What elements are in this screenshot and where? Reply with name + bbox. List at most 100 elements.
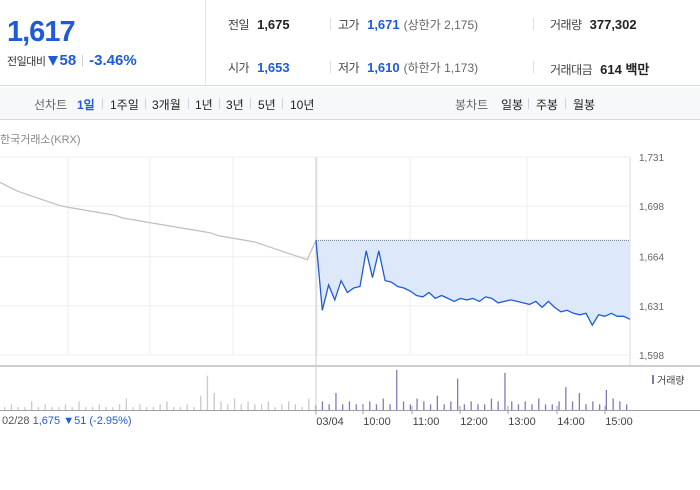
tab-1y[interactable]: 1년 bbox=[195, 98, 213, 112]
tab-daily-candle[interactable]: 일봉 bbox=[501, 98, 524, 112]
divider bbox=[330, 18, 331, 30]
volume-bar bbox=[531, 404, 533, 410]
tab-monthly-candle[interactable]: 월봉 bbox=[573, 98, 596, 112]
divider bbox=[250, 98, 251, 109]
stat-label: 시가 bbox=[228, 61, 250, 75]
volume-bar bbox=[112, 407, 114, 410]
volume-bar bbox=[118, 404, 121, 410]
volume-bar bbox=[186, 404, 188, 410]
stat-value: 614 백만 bbox=[600, 62, 650, 77]
volume-bar bbox=[24, 407, 26, 410]
candle-chart-label: 봉차트 bbox=[455, 98, 489, 112]
x-tick-label: 14:00 bbox=[557, 416, 585, 428]
x-tick-label: 15:00 bbox=[605, 416, 633, 428]
volume-bar bbox=[301, 407, 303, 410]
stat-label: 거래량 bbox=[550, 18, 582, 32]
volume-bar bbox=[517, 404, 520, 410]
volume-bar bbox=[565, 387, 567, 410]
volume-bar bbox=[4, 407, 6, 410]
change-label: 전일대비 bbox=[7, 55, 46, 68]
prev-day-change: ▼51 bbox=[63, 415, 87, 427]
stat-value: 1,610 bbox=[367, 60, 400, 75]
tab-5y[interactable]: 5년 bbox=[258, 98, 276, 112]
volume-bar bbox=[389, 404, 391, 410]
stat-open: 시가 1,653 bbox=[228, 59, 290, 76]
volume-bar bbox=[31, 401, 33, 410]
tab-weekly-candle[interactable]: 주봉 bbox=[536, 98, 559, 112]
volume-bar bbox=[497, 401, 499, 410]
volume-bar bbox=[173, 407, 175, 410]
tab-1d[interactable]: 1일 bbox=[77, 98, 95, 112]
today-price-line bbox=[315, 240, 631, 327]
price-chart[interactable]: 1,731 1,698 1,664 1,631 1,598 03/04 10:00 11:00… bbox=[0, 140, 700, 440]
y-tick-label: 1,731 bbox=[639, 153, 664, 164]
volume-bar bbox=[396, 370, 398, 410]
divider bbox=[219, 98, 220, 109]
divider bbox=[102, 98, 103, 109]
volume-bar bbox=[260, 404, 263, 410]
volume-bar bbox=[51, 407, 53, 410]
volume-bar bbox=[254, 404, 256, 410]
volume-bar bbox=[200, 395, 202, 410]
volume-bar bbox=[450, 401, 452, 410]
volume-bar bbox=[524, 401, 526, 410]
price-summary: 1,617 전일대비 58 -3.46% 전일 1,675 고가 1,671 (… bbox=[0, 0, 700, 86]
current-price-box: 1,617 전일대비 58 -3.46% bbox=[0, 0, 206, 86]
divider bbox=[188, 98, 189, 109]
stat-volume: 거래량 377,302 bbox=[550, 16, 637, 33]
tab-10y[interactable]: 10년 bbox=[290, 98, 315, 112]
volume-bar bbox=[443, 404, 445, 410]
volume-bar bbox=[281, 404, 283, 410]
volume-bar bbox=[85, 407, 87, 410]
line-chart-label: 선차트 bbox=[34, 98, 68, 112]
volume-legend: 거래량 bbox=[652, 372, 685, 387]
volume-bar bbox=[37, 407, 40, 410]
volume-bar bbox=[152, 407, 154, 410]
volume-bar bbox=[328, 404, 330, 410]
volume-bar bbox=[321, 401, 324, 410]
stat-amount: 거래대금 614 백만 bbox=[550, 59, 649, 78]
volume-bar bbox=[139, 404, 141, 410]
stat-value: 1,675 bbox=[257, 17, 290, 32]
volume-bar bbox=[274, 407, 276, 410]
volume-bar bbox=[436, 395, 438, 410]
tab-3y[interactable]: 3년 bbox=[226, 98, 244, 112]
volume-bar bbox=[17, 407, 19, 410]
volume-bar bbox=[544, 404, 547, 410]
volume-bar bbox=[71, 407, 73, 410]
divider bbox=[282, 98, 283, 109]
tab-3m[interactable]: 3개월 bbox=[152, 98, 181, 112]
volume-bar bbox=[626, 404, 628, 410]
volume-bar bbox=[592, 401, 594, 410]
volume-bar bbox=[193, 407, 195, 410]
stat-label: 저가 bbox=[338, 61, 360, 75]
volume-bar bbox=[409, 404, 411, 410]
volume-bar bbox=[166, 401, 168, 410]
volume-bar bbox=[585, 404, 587, 410]
volume-bar bbox=[423, 401, 425, 410]
volume-bar bbox=[78, 401, 80, 410]
stat-value: 377,302 bbox=[589, 17, 637, 32]
volume-bar bbox=[571, 401, 574, 410]
stat-high: 고가 1,671 (상한가 2,175) bbox=[338, 16, 478, 33]
volume-bar bbox=[125, 398, 127, 410]
divider bbox=[82, 54, 84, 67]
prev-day-rate: (-2.95%) bbox=[89, 415, 132, 427]
volume-bar bbox=[335, 392, 337, 410]
divider bbox=[533, 61, 534, 73]
divider bbox=[533, 18, 534, 30]
divider bbox=[565, 98, 566, 109]
stat-sub: (하한가 1,173) bbox=[403, 61, 479, 75]
stat-value: 1,671 bbox=[367, 17, 400, 32]
stat-prev-close: 전일 1,675 bbox=[228, 16, 290, 33]
y-tick-label: 1,698 bbox=[639, 202, 664, 213]
volume-bar bbox=[64, 404, 67, 410]
volume-swatch bbox=[652, 375, 654, 384]
tab-1w[interactable]: 1주일 bbox=[110, 98, 139, 112]
divider bbox=[330, 61, 331, 73]
prev-day-date: 02/28 bbox=[2, 415, 30, 427]
today-area bbox=[316, 240, 630, 326]
volume-bar bbox=[240, 404, 242, 410]
prev-day-price: 1,675 bbox=[32, 415, 61, 427]
volume-bar bbox=[369, 401, 371, 410]
